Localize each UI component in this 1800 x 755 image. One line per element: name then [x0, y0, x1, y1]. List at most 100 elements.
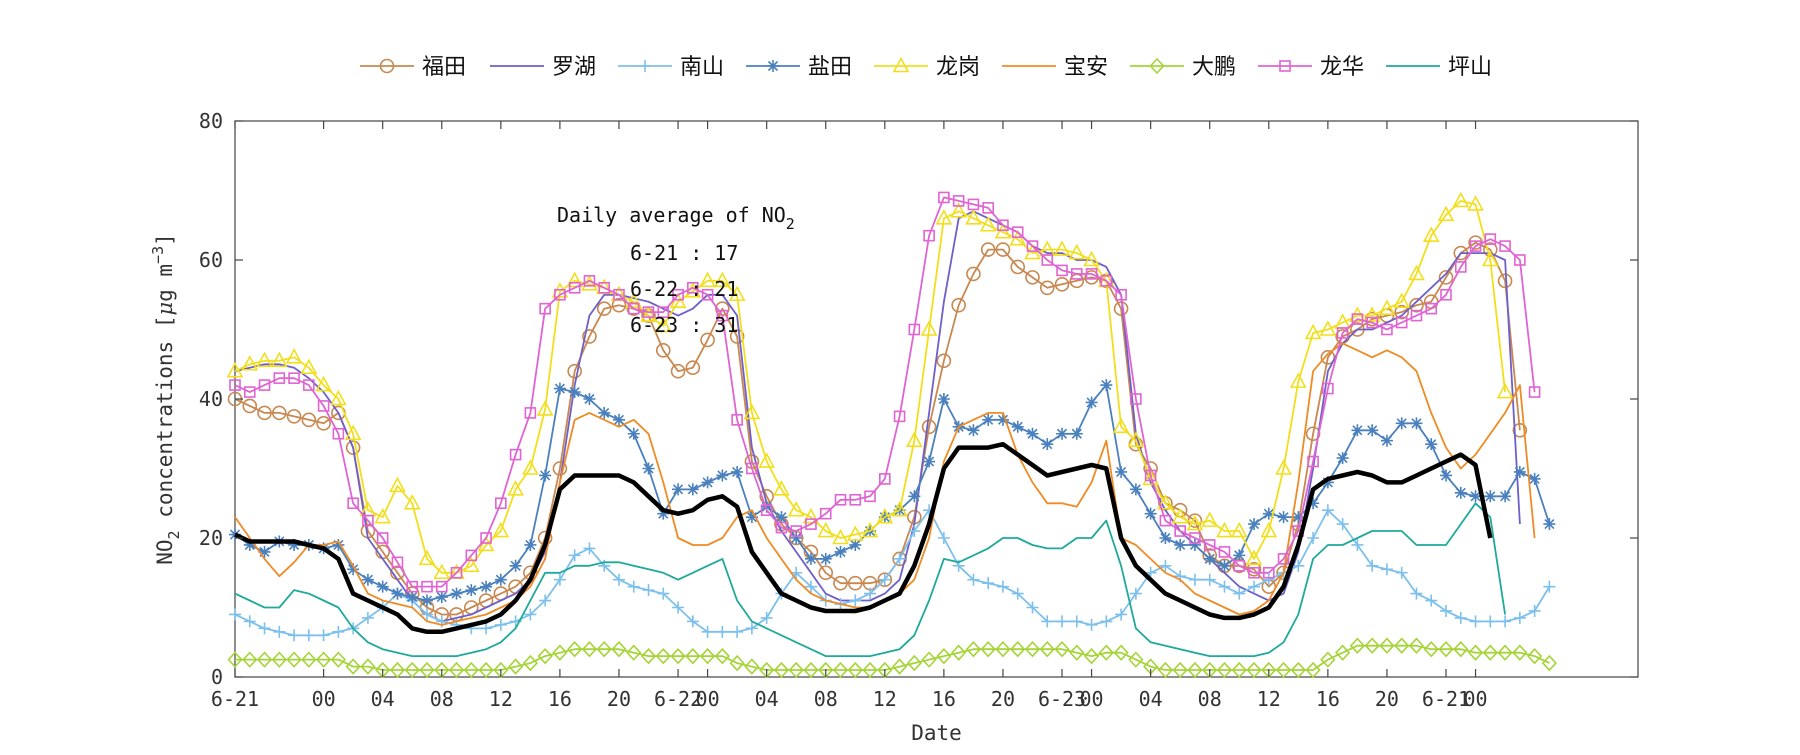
- data-point: [1159, 514, 1172, 527]
- data-point: [1395, 417, 1408, 430]
- data-point: [950, 202, 967, 218]
- data-point: [568, 281, 581, 294]
- x-tick-label: 12: [873, 687, 897, 711]
- data-point: [522, 459, 539, 475]
- data-point: [1408, 264, 1425, 281]
- data-point: [536, 400, 554, 416]
- data-point: [1512, 644, 1528, 661]
- data-point: [1115, 465, 1128, 478]
- data-point: [1100, 275, 1113, 287]
- data-point: [952, 195, 965, 207]
- data-point: [879, 473, 891, 485]
- data-point: [1174, 538, 1187, 551]
- data-point: [612, 573, 625, 586]
- data-point: [995, 242, 1011, 257]
- data-point: [583, 393, 596, 405]
- data-point: [1395, 566, 1408, 579]
- data-point: [1041, 254, 1054, 266]
- data-point: [1248, 566, 1260, 579]
- annotation-line: 6-21 : 17: [630, 241, 738, 265]
- data-point: [1024, 641, 1041, 658]
- data-point: [1307, 532, 1320, 544]
- data-point: [539, 594, 552, 607]
- data-point: [465, 549, 478, 562]
- data-point: [743, 403, 761, 420]
- data-point: [908, 490, 921, 503]
- data-point: [847, 661, 863, 679]
- data-point: [1144, 469, 1157, 482]
- data-point: [1172, 661, 1188, 679]
- data-point: [1100, 615, 1113, 628]
- data-point: [1115, 288, 1127, 301]
- data-point: [434, 661, 450, 679]
- data-point: [864, 587, 877, 600]
- data-point: [1366, 316, 1378, 329]
- data-point: [1336, 327, 1349, 339]
- data-point: [759, 661, 775, 679]
- data-point: [804, 580, 817, 593]
- data-point: [1469, 490, 1482, 503]
- data-point: [480, 532, 492, 544]
- data-point: [1289, 372, 1307, 388]
- legend-marker: [767, 60, 779, 72]
- y-axis-label-part: −3: [149, 246, 167, 264]
- data-point: [805, 518, 817, 530]
- data-point: [332, 538, 345, 551]
- data-point: [1497, 644, 1513, 661]
- y-axis-label-part: 2: [165, 530, 183, 539]
- data-point: [374, 507, 392, 524]
- x-tick-label: 20: [991, 687, 1015, 711]
- series-line-6: [227, 637, 1557, 679]
- data-point: [317, 400, 330, 412]
- annotation-title: Daily average of NO2: [557, 203, 795, 233]
- x-tick-label: 00: [1464, 687, 1488, 711]
- data-point: [494, 618, 507, 631]
- legend-item: 盐田: [746, 55, 852, 80]
- data-point: [672, 601, 685, 614]
- data-point: [1009, 229, 1027, 246]
- data-point: [361, 573, 374, 586]
- data-point: [598, 281, 611, 294]
- series-average: [234, 441, 1493, 635]
- data-point: [936, 647, 952, 665]
- data-point: [288, 538, 301, 551]
- data-point: [389, 476, 406, 493]
- data-point: [701, 625, 714, 638]
- data-point: [775, 511, 788, 524]
- data-point: [332, 625, 345, 638]
- data-point: [1130, 393, 1142, 405]
- legend-item: 龙华: [1258, 55, 1364, 80]
- data-point: [1541, 654, 1557, 672]
- x-tick-label: 04: [1139, 687, 1163, 711]
- data-point: [285, 348, 303, 364]
- data-point: [1334, 313, 1351, 329]
- legend-item: 宝安: [1002, 55, 1108, 80]
- data-point: [1305, 661, 1321, 679]
- y-axis: 0 20 40 60 80: [199, 109, 1638, 689]
- x-tick-label: 20: [1375, 687, 1399, 711]
- annotation-line: 6-23 : 31: [630, 313, 738, 337]
- data-point: [1438, 641, 1454, 658]
- x-tick-label: 6-21: [1422, 687, 1470, 711]
- data-point: [923, 229, 935, 242]
- data-point: [938, 191, 950, 204]
- data-point: [967, 573, 980, 586]
- legend-marker: [892, 56, 910, 73]
- data-point: [803, 661, 819, 679]
- data-point: [1322, 382, 1334, 395]
- annotation-title-sub: 2: [786, 215, 795, 233]
- data-point: [611, 641, 627, 658]
- data-point: [257, 405, 272, 421]
- data-point: [1366, 559, 1379, 572]
- series-line-2: [229, 504, 1556, 642]
- data-point: [1499, 615, 1512, 628]
- data-point: [243, 538, 256, 551]
- data-point: [699, 647, 716, 665]
- data-point: [347, 563, 360, 576]
- data-point: [480, 622, 493, 635]
- data-point: [404, 661, 420, 679]
- data-point: [330, 651, 346, 668]
- x-tick-label: 16: [548, 687, 572, 711]
- data-point: [567, 363, 582, 379]
- data-point: [965, 641, 982, 658]
